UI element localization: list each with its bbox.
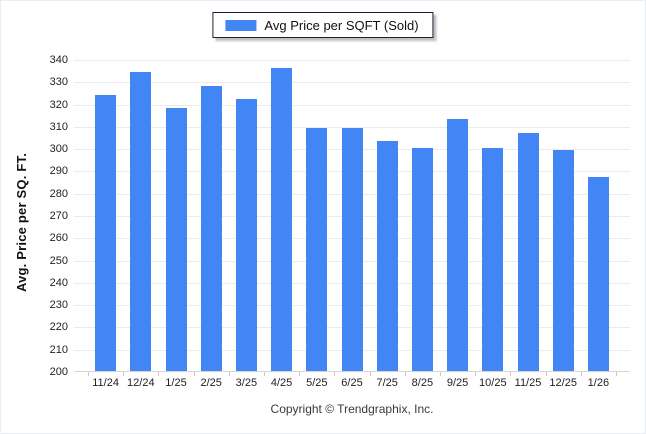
axis-boundary-tick <box>580 372 582 376</box>
x-tick-label: 10/25 <box>479 377 507 389</box>
axis-boundary-tick <box>510 372 512 376</box>
plot-area <box>74 60 630 376</box>
axis-boundary-tick <box>440 372 441 376</box>
bar <box>306 128 328 371</box>
x-tick-label: 4/25 <box>270 377 293 389</box>
y-tick-label: 230 <box>49 299 68 312</box>
bar <box>447 119 469 371</box>
x-tick-label: 11/24 <box>92 377 119 389</box>
y-tick-label: 290 <box>49 165 68 178</box>
bar <box>376 141 398 371</box>
x-tick-label: 11/25 <box>514 377 542 389</box>
y-tick-label: 240 <box>49 276 68 289</box>
axis-boundary-tick <box>616 372 617 376</box>
axis-boundary-tick <box>193 372 195 376</box>
x-tick-label: 12/24 <box>127 377 155 389</box>
x-tick-label: 2/25 <box>200 377 222 389</box>
y-tick-label: 330 <box>49 76 68 89</box>
x-tick-label: 12/25 <box>549 377 577 389</box>
axis-boundary-tick <box>123 372 125 376</box>
bar <box>130 72 152 371</box>
y-tick-label: 300 <box>49 143 68 156</box>
y-tick-label: 220 <box>49 321 68 334</box>
axis-boundary-tick <box>158 372 160 376</box>
bar <box>165 108 187 371</box>
bar <box>95 94 117 371</box>
bar <box>411 148 433 371</box>
axis-boundary-tick <box>264 372 265 376</box>
axis-boundary-tick <box>475 372 477 376</box>
gridline <box>74 82 630 84</box>
x-tick-label: 6/25 <box>341 377 363 389</box>
bar <box>482 148 504 371</box>
x-tick-label: 8/25 <box>411 377 434 389</box>
axis-boundary-tick <box>299 372 301 376</box>
bar <box>517 132 539 371</box>
bar <box>235 99 257 371</box>
axis-boundary-tick <box>88 372 89 376</box>
y-tick-label: 320 <box>49 98 68 111</box>
y-tick-label: 260 <box>49 232 68 245</box>
axis-boundary-tick <box>545 372 547 376</box>
y-tick-label: 340 <box>49 54 68 66</box>
gridline <box>74 126 630 128</box>
gridline <box>74 104 630 106</box>
legend-label: Avg Price per SQFT (Sold) <box>264 17 419 33</box>
bar <box>341 128 363 371</box>
copyright-text: Copyright © Trendgraphix, Inc. <box>270 402 434 416</box>
y-tick-label: 280 <box>49 187 68 200</box>
x-tick-label: 3/25 <box>235 377 258 389</box>
axis-boundary-tick <box>228 372 230 376</box>
y-tick-label: 250 <box>49 254 68 267</box>
x-tick-label: 7/25 <box>376 377 398 389</box>
x-tick-label: 1/25 <box>165 377 187 389</box>
y-tick-label: 210 <box>49 343 68 356</box>
x-tick-label: 5/25 <box>306 377 328 389</box>
gridline <box>74 60 630 61</box>
bar <box>200 85 222 371</box>
x-tick-label: 9/25 <box>446 377 469 389</box>
axis-boundary-tick <box>334 372 336 376</box>
axis-boundary-tick <box>369 372 371 376</box>
y-tick-label: 200 <box>49 366 68 378</box>
x-tick-label: 1/26 <box>587 377 610 389</box>
bar <box>271 67 293 371</box>
y-tick-label: 270 <box>49 210 68 222</box>
legend-swatch-icon <box>225 19 257 31</box>
axis-boundary-tick <box>404 372 406 376</box>
y-tick-label: 310 <box>49 120 68 133</box>
bar <box>552 150 574 371</box>
legend: Avg Price per SQFT (Sold) <box>212 12 434 38</box>
bar <box>587 177 609 371</box>
